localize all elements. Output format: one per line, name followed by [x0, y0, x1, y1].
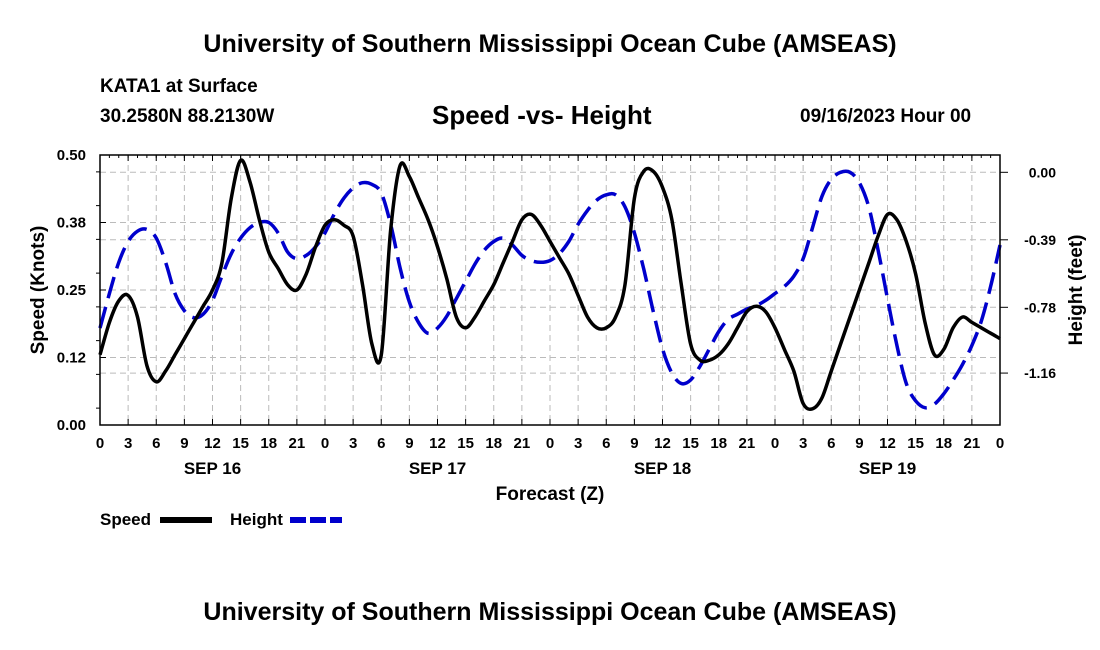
x-tick-label: 6 [377, 435, 385, 452]
footer-title: University of Southern Mississippi Ocean… [203, 598, 897, 626]
forecast-datetime: 09/16/2023 Hour 00 [800, 106, 972, 127]
y-right-tick-label: 0.00 [1029, 164, 1056, 180]
y-left-tick-label: 0.00 [57, 417, 86, 434]
x-tick-label: 15 [907, 435, 924, 452]
y-axis-right-label: Height (feet) [1066, 235, 1087, 346]
x-tick-label: 18 [260, 435, 277, 452]
legend-label-speed: Speed [100, 510, 151, 529]
x-tick-label: 9 [630, 435, 638, 452]
day-label: SEP 16 [184, 459, 241, 478]
station-coordinates: 30.2580N 88.2130W [100, 106, 275, 127]
x-tick-label: 9 [855, 435, 863, 452]
x-tick-label: 12 [204, 435, 221, 452]
x-tick-label: 12 [429, 435, 446, 452]
x-tick-label: 0 [546, 435, 554, 452]
x-tick-label: 18 [935, 435, 952, 452]
x-tick-label: 15 [232, 435, 249, 452]
legend-label-height: Height [230, 510, 283, 529]
x-tick-label: 0 [321, 435, 329, 452]
main-title: University of Southern Mississippi Ocean… [203, 30, 897, 58]
y-axis-left-label: Speed (Knots) [28, 226, 49, 355]
x-tick-label: 0 [771, 435, 779, 452]
x-tick-label: 12 [879, 435, 896, 452]
day-label: SEP 19 [859, 459, 916, 478]
x-tick-label: 3 [799, 435, 807, 452]
x-tick-label: 18 [485, 435, 502, 452]
series-line-height [98, 169, 1002, 410]
series-lines [98, 158, 1002, 411]
x-tick-label: 9 [180, 435, 188, 452]
y-right-tick-label: -0.78 [1024, 299, 1056, 315]
y-left-tick-label: 0.38 [57, 215, 86, 232]
axis-labels: 0 3 6 9 12 15 18 21 0 3 6 9 12 15 18 21 0 3 6 9 12 15 18 21 0 3 6 9… [57, 147, 1056, 478]
day-label: SEP 17 [409, 459, 466, 478]
x-axis-label: Forecast (Z) [496, 484, 605, 505]
y-right-tick-label: -1.16 [1024, 365, 1056, 381]
x-tick-label: 15 [682, 435, 699, 452]
x-tick-label: 9 [405, 435, 413, 452]
legend: Speed Height [100, 510, 342, 529]
x-tick-label: 21 [514, 435, 531, 452]
x-tick-label: 3 [349, 435, 357, 452]
x-tick-label: 15 [457, 435, 474, 452]
x-tick-label: 21 [739, 435, 756, 452]
x-tick-label: 18 [710, 435, 727, 452]
x-tick-label: 0 [996, 435, 1004, 452]
x-tick-label: 6 [602, 435, 610, 452]
x-tick-label: 6 [827, 435, 835, 452]
x-tick-label: 21 [964, 435, 981, 452]
day-label: SEP 18 [634, 459, 691, 478]
x-tick-label: 12 [654, 435, 671, 452]
plot-frame [99, 154, 1001, 426]
station-label: KATA1 at Surface [100, 76, 258, 97]
x-tick-label: 21 [289, 435, 306, 452]
y-right-tick-label: -0.39 [1024, 232, 1056, 248]
x-tick-label: 3 [124, 435, 132, 452]
x-tick-label: 3 [574, 435, 582, 452]
series-line-speed [98, 158, 1001, 411]
y-left-tick-label: 0.50 [57, 147, 86, 164]
chart-title: Speed -vs- Height [432, 100, 652, 130]
y-left-tick-label: 0.25 [57, 282, 86, 299]
x-tick-label: 0 [96, 435, 104, 452]
y-left-tick-label: 0.12 [57, 350, 86, 367]
x-tick-label: 6 [152, 435, 160, 452]
